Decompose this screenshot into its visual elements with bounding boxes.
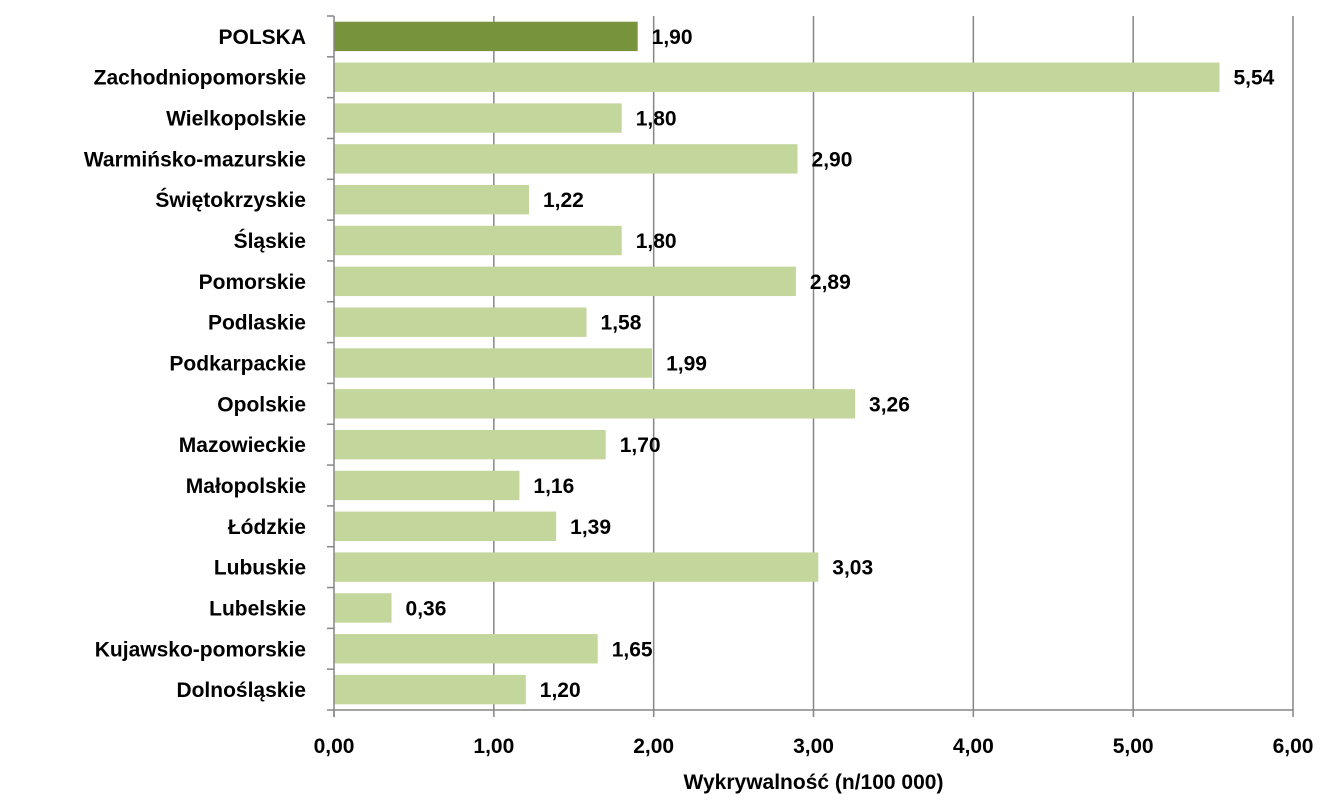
data-label: 3,03	[832, 557, 873, 580]
bars	[334, 21, 1220, 705]
category-label: Kujawsko-pomorskie	[95, 638, 306, 661]
bar	[334, 62, 1220, 92]
category-label: Wielkopolskie	[166, 108, 306, 131]
grid-lines	[493, 16, 1294, 710]
bar	[334, 429, 606, 460]
data-label: 3,26	[869, 393, 910, 416]
bar	[334, 103, 622, 133]
axes	[327, 15, 1294, 717]
x-tick-label: 4,00	[953, 735, 994, 758]
bar	[334, 266, 796, 297]
bar	[334, 634, 598, 664]
bar	[334, 225, 622, 256]
category-label: Warmińsko-mazurskie	[84, 148, 306, 171]
x-tick-label: 3,00	[793, 735, 834, 758]
category-label: Śląskie	[234, 229, 306, 253]
category-label: Opolskie	[217, 393, 306, 416]
bar	[334, 389, 856, 419]
x-tick-label: 6,00	[1273, 735, 1314, 758]
bar	[334, 511, 557, 541]
data-label: 1,80	[636, 108, 677, 131]
category-label: Zachodniopomorskie	[94, 67, 306, 90]
bar	[334, 21, 638, 52]
data-label: 1,70	[620, 434, 661, 457]
bar	[334, 470, 520, 501]
category-label: Lubelskie	[209, 597, 306, 620]
bar	[334, 552, 819, 582]
bar	[334, 348, 653, 378]
category-label: Podlaskie	[208, 312, 306, 335]
category-labels: POLSKA Zachodniopomorskie Wielkopolskie War…	[84, 26, 306, 702]
bar	[334, 674, 526, 705]
category-label: Małopolskie	[186, 475, 306, 498]
data-label: 1,20	[540, 679, 581, 702]
category-label: Pomorskie	[199, 271, 306, 294]
category-label: Lubuskie	[214, 557, 306, 580]
category-label: Podkarpackie	[169, 353, 306, 376]
category-label: Dolnośląskie	[176, 679, 306, 702]
category-label: Świętokrzyskie	[155, 188, 306, 212]
x-axis-title: Wykrywalność (n/100 000)	[684, 771, 944, 794]
data-label: 1,39	[570, 516, 611, 539]
bar	[334, 593, 392, 623]
data-label: 1,99	[666, 353, 707, 376]
data-label: 0,36	[406, 597, 447, 620]
data-label: 1,58	[601, 312, 642, 335]
data-label: 2,90	[812, 148, 853, 171]
x-tick-label: 5,00	[1113, 735, 1154, 758]
data-label: 1,22	[543, 189, 584, 212]
bar	[334, 185, 529, 215]
category-label: Łódzkie	[228, 516, 306, 539]
x-tick-label: 1,00	[473, 735, 514, 758]
data-label: 1,90	[652, 26, 693, 49]
bar	[334, 307, 587, 337]
bar	[334, 144, 798, 174]
x-tick-label: 0,00	[314, 735, 355, 758]
data-label: 5,54	[1233, 67, 1274, 90]
category-label: Mazowieckie	[179, 434, 306, 457]
x-tick-labels: 0,00 1,00 2,00 3,00 4,00 5,00 6,00	[314, 735, 1314, 758]
category-label: POLSKA	[218, 26, 306, 49]
data-labels: 1,90 5,54 1,80 2,90 1,22 1,80 2,89 1,58 1,99 3,26…	[406, 26, 1275, 702]
x-tick-label: 2,00	[633, 735, 674, 758]
data-label: 1,65	[612, 638, 653, 661]
data-label: 1,80	[636, 230, 677, 253]
data-label: 1,16	[533, 475, 574, 498]
data-label: 2,89	[810, 271, 851, 294]
